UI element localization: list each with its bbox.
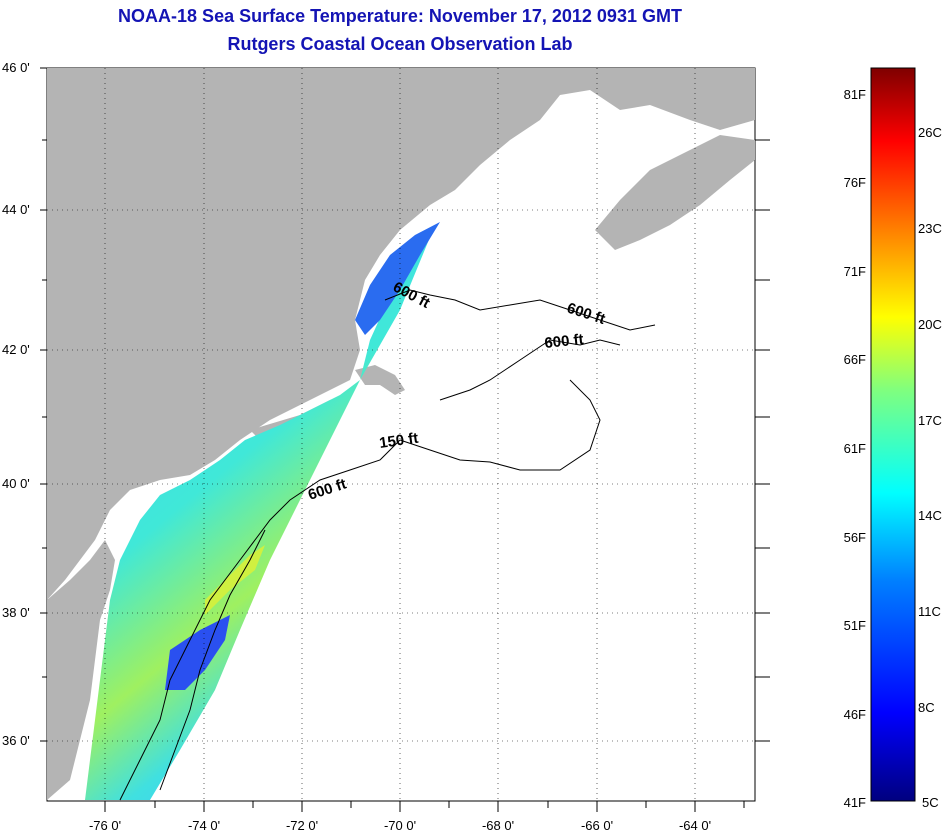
map-subtitle: Rutgers Coastal Ocean Observation Lab: [227, 34, 573, 54]
lon-label: -76 0': [89, 818, 121, 833]
colorbar-f-label: 71F: [844, 264, 866, 279]
graticule: [47, 68, 755, 801]
colorbar-f-label: 61F: [844, 441, 866, 456]
colorbar-c-label: 14C: [918, 508, 942, 523]
lat-label: 46 0': [2, 60, 30, 75]
lon-label: -74 0': [188, 818, 220, 833]
lat-label: 36 0': [2, 733, 30, 748]
lat-label: 38 0': [2, 605, 30, 620]
contour-label-4: 150 ft: [378, 430, 419, 452]
colorbar-f-label: 46F: [844, 707, 866, 722]
land-delmarva: [47, 540, 115, 800]
contour-label-3: 600 ft: [544, 331, 585, 352]
lat-label: 42 0': [2, 342, 30, 357]
land-mainland: [47, 68, 755, 600]
colorbar-fahrenheit-labels: 81F 76F 71F 66F 61F 56F 51F 46F 41F: [844, 87, 866, 810]
lon-label: -70 0': [384, 818, 416, 833]
sst-cool-region: [355, 222, 440, 335]
colorbar-f-label: 76F: [844, 175, 866, 190]
colorbar-celsius-labels: 26C 23C 20C 17C 14C 11C 8C 5C: [918, 125, 942, 810]
colorbar-c-label: 20C: [918, 317, 942, 332]
colorbar: [870, 67, 916, 802]
colorbar-f-label: 56F: [844, 530, 866, 545]
colorbar-f-label: 66F: [844, 352, 866, 367]
lon-label: -64 0': [679, 818, 711, 833]
colorbar-c-label: 26C: [918, 125, 942, 140]
colorbar-c-label: 8C: [918, 700, 935, 715]
colorbar-f-label: 81F: [844, 87, 866, 102]
axis-ticks: [40, 67, 770, 812]
colorbar-c-label: 17C: [918, 413, 942, 428]
lon-label: -68 0': [482, 818, 514, 833]
latitude-labels: 46 0' 44 0' 42 0' 40 0' 38 0' 36 0': [2, 60, 30, 748]
sst-warm-patch: [205, 545, 265, 615]
longitude-labels: -76 0' -74 0' -72 0' -70 0' -68 0' -66 0…: [89, 818, 711, 833]
lat-label: 44 0': [2, 202, 30, 217]
lon-label: -72 0': [286, 818, 318, 833]
colorbar-f-label: 51F: [844, 618, 866, 633]
map-title: NOAA-18 Sea Surface Temperature: Novembe…: [118, 6, 682, 26]
land-nova-scotia: [595, 135, 755, 250]
lat-label: 40 0': [2, 476, 30, 491]
land-cape-cod: [355, 365, 405, 395]
isobath-contours: [119, 289, 656, 801]
colorbar-c-label: 5C: [922, 795, 939, 810]
colorbar-c-label: 23C: [918, 221, 942, 236]
colorbar-c-label: 11C: [918, 604, 941, 619]
colorbar-f-label: 41F: [844, 795, 866, 810]
lon-label: -66 0': [581, 818, 613, 833]
